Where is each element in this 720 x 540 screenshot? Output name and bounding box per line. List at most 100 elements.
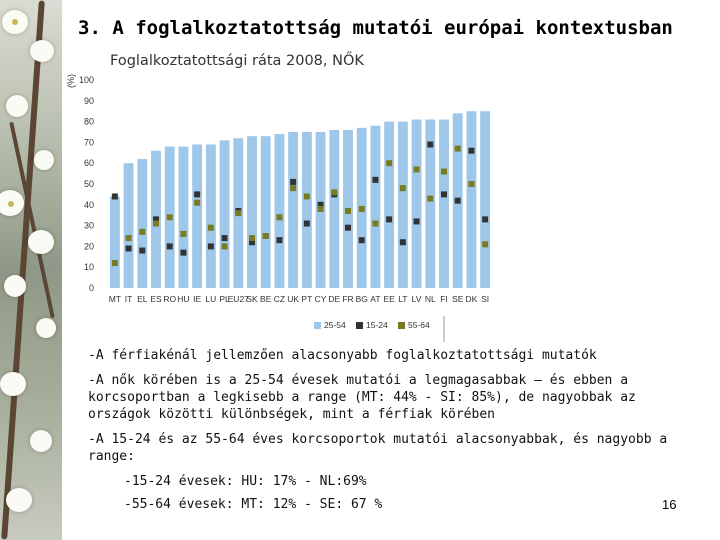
bar-25-54 bbox=[219, 140, 230, 288]
x-tick-label: EL bbox=[137, 294, 148, 304]
y-tick-label: 60 bbox=[84, 158, 94, 168]
marker-15-24 bbox=[386, 216, 393, 223]
marker-15-24 bbox=[454, 197, 461, 204]
x-tick-label: LU bbox=[205, 294, 216, 304]
x-tick-label: AT bbox=[370, 294, 380, 304]
x-tick-label: UK bbox=[287, 294, 299, 304]
y-tick-label: 0 bbox=[89, 283, 94, 293]
x-tick-label: FI bbox=[440, 294, 448, 304]
x-tick-label: BG bbox=[356, 294, 368, 304]
marker-55-64 bbox=[194, 199, 201, 206]
marker-15-24 bbox=[249, 239, 255, 246]
marker-15-24 bbox=[413, 218, 420, 225]
chart-title: Foglalkoztatottsági ráta 2008, NŐK bbox=[110, 53, 364, 69]
marker-15-24 bbox=[290, 178, 297, 185]
x-tick-label: PL bbox=[219, 294, 230, 304]
marker-15-24 bbox=[399, 239, 406, 246]
x-tick-label: LT bbox=[398, 294, 407, 304]
bar-25-54 bbox=[288, 132, 299, 288]
bar-25-54 bbox=[480, 111, 491, 288]
marker-15-24 bbox=[207, 243, 214, 250]
marker-55-64 bbox=[386, 160, 393, 167]
x-tick-label: CZ bbox=[274, 294, 285, 304]
marker-55-64 bbox=[358, 205, 365, 212]
bar-25-54 bbox=[329, 129, 340, 288]
paragraph-2: -A nők körében is a 25-54 évesek mutatói… bbox=[88, 373, 636, 422]
marker-15-24 bbox=[276, 237, 283, 244]
bar-25-54 bbox=[205, 144, 216, 288]
x-tick-label: CY bbox=[315, 294, 327, 304]
marker-15-24 bbox=[180, 249, 187, 256]
marker-55-64 bbox=[139, 228, 146, 235]
paragraph-4: -15-24 évesek: HU: 17% - NL:69% bbox=[124, 474, 367, 489]
marker-55-64 bbox=[441, 168, 447, 175]
bar-25-54 bbox=[109, 196, 120, 288]
marker-55-64 bbox=[111, 260, 118, 267]
marker-55-64 bbox=[317, 205, 324, 212]
x-tick-label: RO bbox=[163, 294, 176, 304]
marker-55-64 bbox=[345, 208, 351, 215]
x-tick-label: IT bbox=[125, 294, 133, 304]
x-tick-label: EE bbox=[383, 294, 395, 304]
x-tick-label: DK bbox=[466, 294, 478, 304]
marker-15-24 bbox=[345, 224, 351, 231]
marker-15-24 bbox=[427, 141, 434, 148]
legend-swatch bbox=[314, 322, 321, 329]
marker-15-24 bbox=[468, 147, 475, 154]
legend-label: 55-64 bbox=[408, 320, 430, 330]
y-axis-label: (%) bbox=[66, 74, 76, 88]
paragraph-1: -A férfiakénál jellemzően alacsonyabb fo… bbox=[88, 348, 597, 363]
marker-55-64 bbox=[303, 193, 310, 200]
y-tick-label: 100 bbox=[79, 75, 94, 85]
y-tick-label: 10 bbox=[84, 262, 94, 272]
bar-25-54 bbox=[301, 132, 312, 288]
x-tick-label: SK bbox=[246, 294, 258, 304]
marker-55-64 bbox=[468, 181, 475, 187]
marker-15-24 bbox=[358, 237, 365, 244]
y-tick-label: 90 bbox=[84, 96, 94, 106]
bar-25-54 bbox=[192, 144, 203, 288]
paragraph-5: -55-64 évesek: MT: 12% - SE: 67 % bbox=[124, 497, 383, 512]
x-tick-label: IE bbox=[193, 294, 201, 304]
bar-25-54 bbox=[466, 111, 477, 288]
body-text: -A férfiakénál jellemzően alacsonyabb fo… bbox=[88, 347, 668, 519]
x-tick-label: EU27 bbox=[228, 294, 250, 304]
marker-55-64 bbox=[153, 220, 159, 227]
marker-55-64 bbox=[221, 243, 228, 250]
marker-55-64 bbox=[331, 189, 338, 196]
x-tick-label: MT bbox=[109, 294, 121, 304]
marker-55-64 bbox=[235, 210, 242, 217]
y-tick-label: 40 bbox=[84, 200, 94, 210]
marker-15-24 bbox=[125, 245, 132, 252]
bar-25-54 bbox=[123, 163, 134, 288]
bar-25-54 bbox=[178, 146, 189, 288]
bar-25-54 bbox=[137, 159, 148, 288]
bar-25-54 bbox=[247, 136, 257, 288]
blossom-decoration bbox=[0, 0, 62, 540]
legend-label: 25-54 bbox=[324, 320, 346, 330]
x-tick-label: PT bbox=[301, 294, 312, 304]
x-tick-label: ES bbox=[150, 294, 162, 304]
legend-label: 15-24 bbox=[366, 320, 388, 330]
marker-55-64 bbox=[262, 233, 269, 239]
marker-55-64 bbox=[413, 166, 420, 173]
marker-55-64 bbox=[249, 235, 255, 242]
marker-55-64 bbox=[372, 220, 379, 227]
marker-15-24 bbox=[441, 191, 447, 198]
bar-25-54 bbox=[425, 119, 436, 288]
marker-55-64 bbox=[427, 195, 434, 202]
marker-55-64 bbox=[290, 185, 297, 192]
x-tick-label: LV bbox=[412, 294, 422, 304]
marker-15-24 bbox=[194, 191, 201, 198]
bar-25-54 bbox=[439, 119, 449, 288]
marker-15-24 bbox=[111, 193, 118, 200]
bar-25-54 bbox=[274, 134, 285, 288]
bar-25-54 bbox=[370, 125, 381, 288]
marker-55-64 bbox=[276, 214, 283, 221]
marker-15-24 bbox=[166, 243, 173, 250]
marker-55-64 bbox=[180, 230, 187, 237]
page-number: 16 bbox=[662, 497, 677, 512]
marker-15-24 bbox=[221, 235, 228, 242]
marker-15-24 bbox=[303, 220, 310, 227]
x-tick-label: SE bbox=[452, 294, 464, 304]
